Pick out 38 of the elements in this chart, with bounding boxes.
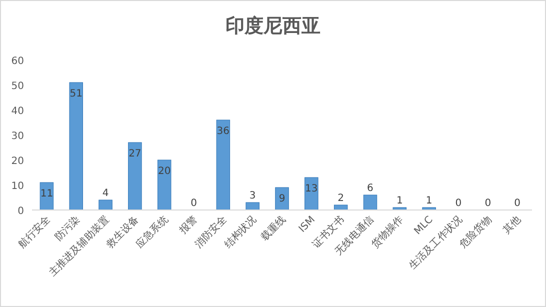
- data-label: 27: [128, 148, 142, 160]
- chart-title: 印度尼西亚: [226, 15, 320, 37]
- bar: [246, 202, 260, 210]
- data-label: 3: [249, 190, 256, 202]
- data-label: 20: [158, 166, 171, 177]
- y-tick-label: 10: [11, 181, 24, 192]
- data-label: 1: [396, 196, 403, 206]
- y-tick-label: 20: [11, 156, 24, 167]
- data-label: 4: [102, 188, 109, 199]
- bar: [216, 120, 230, 210]
- data-label: 9: [278, 194, 286, 204]
- bar: [98, 200, 112, 210]
- bar: [157, 160, 172, 210]
- y-tick-label: 40: [11, 106, 24, 117]
- bar: [363, 194, 378, 210]
- x-tick-label: ISM: [297, 214, 318, 235]
- data-label: 11: [40, 188, 54, 200]
- y-tick-label: 50: [11, 81, 24, 92]
- data-label: 51: [70, 88, 82, 100]
- x-tick-label: 其他: [500, 214, 524, 236]
- y-tick-label: 60: [11, 56, 24, 67]
- data-label: 0: [484, 198, 492, 209]
- data-label: 36: [216, 126, 230, 137]
- bar: [275, 187, 289, 210]
- bar: [128, 142, 142, 210]
- y-tick-label: 30: [11, 131, 24, 142]
- data-label: 0: [190, 198, 197, 209]
- bar: [334, 204, 348, 210]
- bar: [304, 177, 318, 210]
- data-label: 1: [426, 196, 432, 206]
- bar: [69, 82, 83, 210]
- x-tick-label: 报警: [176, 214, 200, 237]
- data-label: 2: [338, 193, 344, 204]
- data-label: 0: [455, 198, 462, 209]
- data-label: 13: [305, 184, 318, 194]
- data-label: 0: [514, 198, 520, 209]
- x-tick-label: 载重线: [258, 214, 288, 244]
- data-label: 6: [367, 183, 374, 194]
